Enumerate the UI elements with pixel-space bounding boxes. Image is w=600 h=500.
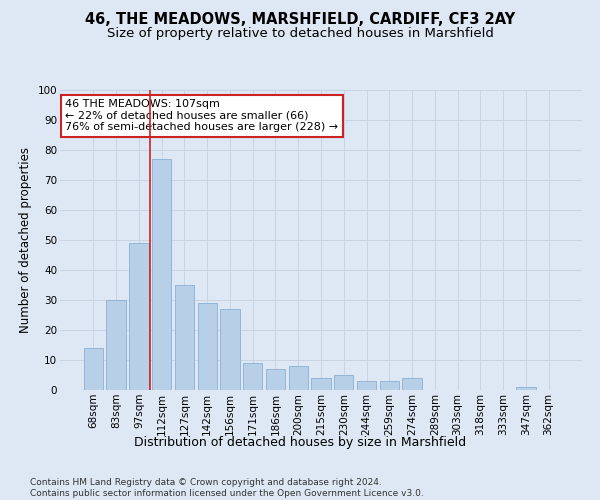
Bar bbox=[220, 309, 239, 390]
Bar bbox=[197, 303, 217, 390]
Bar bbox=[266, 369, 285, 390]
Bar bbox=[84, 348, 103, 390]
Text: 46 THE MEADOWS: 107sqm
← 22% of detached houses are smaller (66)
76% of semi-det: 46 THE MEADOWS: 107sqm ← 22% of detached… bbox=[65, 99, 338, 132]
Bar bbox=[152, 159, 172, 390]
Text: Distribution of detached houses by size in Marshfield: Distribution of detached houses by size … bbox=[134, 436, 466, 449]
Bar bbox=[311, 378, 331, 390]
Bar bbox=[380, 381, 399, 390]
Y-axis label: Number of detached properties: Number of detached properties bbox=[19, 147, 32, 333]
Bar bbox=[403, 378, 422, 390]
Text: Contains HM Land Registry data © Crown copyright and database right 2024.
Contai: Contains HM Land Registry data © Crown c… bbox=[30, 478, 424, 498]
Bar bbox=[243, 363, 262, 390]
Text: Size of property relative to detached houses in Marshfield: Size of property relative to detached ho… bbox=[107, 28, 493, 40]
Bar bbox=[357, 381, 376, 390]
Bar bbox=[175, 285, 194, 390]
Bar bbox=[289, 366, 308, 390]
Bar bbox=[334, 375, 353, 390]
Bar bbox=[106, 300, 126, 390]
Bar bbox=[129, 243, 149, 390]
Text: 46, THE MEADOWS, MARSHFIELD, CARDIFF, CF3 2AY: 46, THE MEADOWS, MARSHFIELD, CARDIFF, CF… bbox=[85, 12, 515, 28]
Bar bbox=[516, 387, 536, 390]
